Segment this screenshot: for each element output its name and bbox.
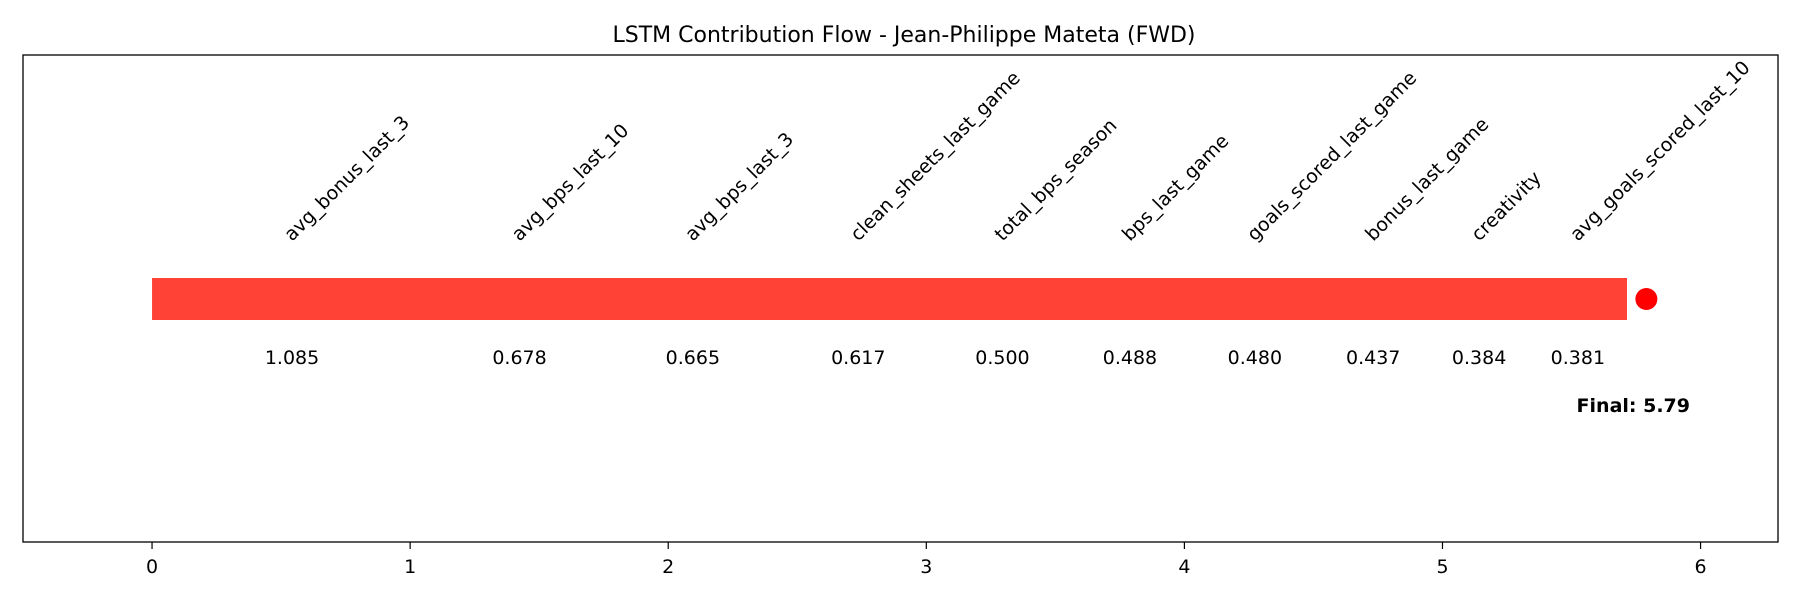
x-tick-label: 5: [1436, 556, 1448, 578]
contribution-value-label: 0.665: [666, 347, 720, 369]
x-tick-label: 6: [1695, 556, 1707, 578]
chart-title: LSTM Contribution Flow - Jean-Philippe M…: [613, 23, 1196, 48]
contribution-value-label: 0.500: [975, 347, 1029, 369]
feature-label: total_bps_season: [990, 115, 1121, 246]
feature-label: bps_last_game: [1118, 130, 1233, 245]
plot-frame: [22, 54, 1779, 543]
x-tick-label: 1: [404, 556, 416, 578]
contribution-value-label: 0.384: [1452, 347, 1506, 369]
x-tick-label: 4: [1178, 556, 1190, 578]
feature-label: clean_sheets_last_game: [846, 67, 1025, 246]
cumulative-bar: [152, 278, 1628, 320]
contribution-value-label: 0.488: [1103, 347, 1157, 369]
contribution-value-label: 0.437: [1346, 347, 1400, 369]
final-label: Final: 5.79: [1577, 395, 1690, 417]
feature-label: avg_bps_last_3: [681, 128, 798, 245]
x-tick-label: 3: [920, 556, 932, 578]
contribution-value-label: 0.678: [492, 347, 546, 369]
contribution-value-label: 0.480: [1228, 347, 1282, 369]
feature-label: avg_bps_last_10: [508, 120, 634, 246]
final-marker: [1635, 288, 1658, 310]
x-tick-label: 0: [146, 556, 158, 578]
feature-label: avg_bonus_last_3: [280, 112, 414, 246]
feature-label: avg_goals_scored_last_10: [1566, 57, 1755, 246]
feature-label: creativity: [1467, 167, 1546, 246]
x-tick-label: 2: [662, 556, 674, 578]
contribution-value-label: 1.085: [265, 347, 319, 369]
chart-marks: avg_bonus_last_3 1.085 avg_bps_last_10 0.67…: [152, 57, 1755, 417]
contribution-value-label: 0.617: [831, 347, 885, 369]
x-axis: 0 1 2 3 4 5 6: [146, 542, 1707, 578]
contribution-value-label: 0.381: [1551, 347, 1605, 369]
